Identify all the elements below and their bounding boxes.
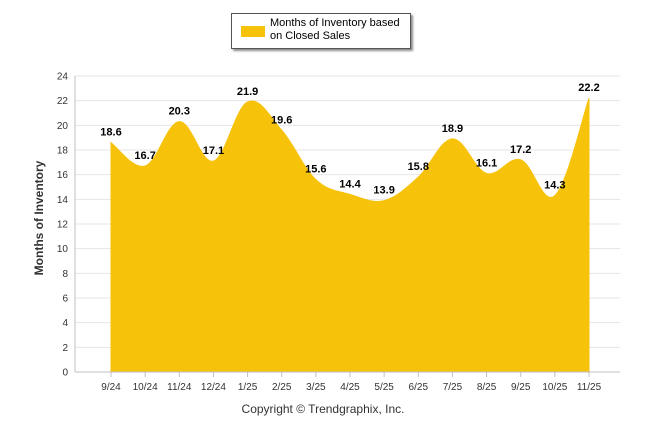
- y-tick-label-4: 4: [62, 318, 68, 329]
- x-tick-label-13: 10/25: [542, 382, 567, 393]
- x-tick-label-1: 10/24: [133, 382, 158, 393]
- y-tick-label-2: 2: [62, 343, 68, 354]
- x-tick-label-9: 6/25: [409, 382, 429, 393]
- y-tick-label-14: 14: [57, 195, 69, 206]
- y-tick-label-16: 16: [57, 170, 69, 181]
- data-label-3: 17.1: [203, 145, 224, 157]
- y-tick-label-22: 22: [57, 96, 69, 107]
- y-tick-label-10: 10: [57, 244, 69, 255]
- data-label-4: 21.9: [237, 86, 258, 98]
- y-tick-label-6: 6: [62, 294, 68, 305]
- x-tick-label-7: 4/25: [340, 382, 360, 393]
- data-labels: 18.6 16.7 20.3 17.1 21.9 19.6 15.6 14.4 13.9 15.8…: [100, 82, 599, 196]
- data-label-12: 17.2: [510, 144, 531, 156]
- data-label-9: 15.8: [408, 161, 429, 173]
- y-tick-label-18: 18: [57, 146, 69, 157]
- y-tick-label-20: 20: [57, 121, 69, 132]
- data-label-10: 18.9: [442, 123, 463, 135]
- data-label-6: 15.6: [305, 164, 326, 176]
- data-label-5: 19.6: [271, 114, 292, 126]
- area-series: [110, 98, 590, 373]
- data-label-13: 14.3: [544, 180, 565, 192]
- area-fill: [110, 98, 590, 373]
- legend-label: Months of Inventory based on Closed Sale…: [270, 17, 410, 43]
- x-axis: 9/24 10/24 11/24 12/24 1/25 2/25 3/25 4/25 5/25 6…: [75, 371, 620, 393]
- x-tick-label-14: 11/25: [577, 382, 602, 393]
- y-tick-label-0: 0: [62, 368, 68, 379]
- x-tick-label-2: 11/24: [167, 382, 192, 393]
- legend-label-line1: Months of Inventory based: [270, 17, 400, 29]
- y-tick-label-24: 24: [57, 72, 69, 83]
- x-tick-label-3: 12/24: [201, 382, 226, 393]
- x-tick-label-12: 9/25: [511, 382, 531, 393]
- copyright-text: Copyright © Trendgraphix, Inc.: [241, 402, 405, 416]
- data-label-2: 20.3: [169, 106, 190, 118]
- x-tick-label-10: 7/25: [443, 382, 463, 393]
- data-label-11: 16.1: [476, 157, 497, 169]
- data-label-7: 14.4: [339, 178, 361, 190]
- data-label-8: 13.9: [373, 185, 394, 197]
- y-tick-label-12: 12: [57, 220, 69, 231]
- x-tick-label-6: 3/25: [306, 382, 326, 393]
- legend-swatch: [241, 26, 265, 37]
- y-axis-title: Months of Inventory: [32, 160, 46, 275]
- data-label-14: 22.2: [578, 82, 599, 94]
- data-label-1: 16.7: [134, 150, 155, 162]
- x-tick-label-0: 9/24: [101, 382, 121, 393]
- x-tick-label-5: 2/25: [272, 382, 292, 393]
- legend: Months of Inventory based on Closed Sale…: [231, 13, 411, 49]
- legend-label-line2: on Closed Sales: [270, 30, 351, 42]
- x-tick-label-4: 1/25: [238, 382, 258, 393]
- x-tick-label-11: 8/25: [477, 382, 497, 393]
- data-label-0: 18.6: [100, 127, 121, 139]
- x-tick-label-8: 5/25: [374, 382, 394, 393]
- y-tick-label-8: 8: [62, 269, 68, 280]
